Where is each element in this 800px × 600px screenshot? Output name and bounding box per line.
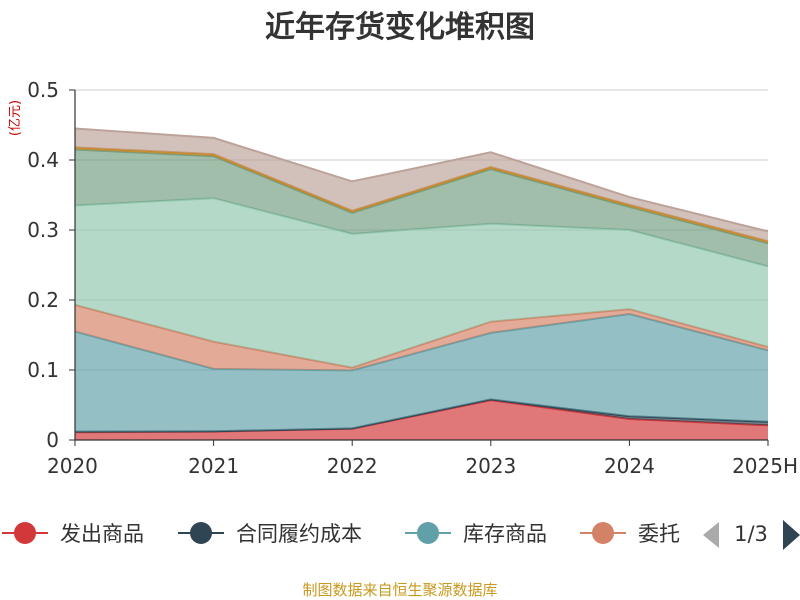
legend-swatch-marker bbox=[14, 522, 36, 544]
series-line-4 bbox=[74, 197, 769, 268]
legend-swatch-marker bbox=[592, 522, 614, 544]
source-note: 制图数据来自恒生聚源数据库 bbox=[302, 581, 497, 599]
legend-label: 委托 bbox=[638, 522, 680, 546]
series-area-5 bbox=[75, 149, 768, 267]
legend-items: 发出商品 合同履约成本 库存商品 委托 bbox=[2, 522, 680, 546]
y-tick-label: 0.4 bbox=[27, 148, 59, 172]
y-tick-label: 0.3 bbox=[27, 218, 59, 242]
y-tick-label: 0.5 bbox=[27, 78, 59, 102]
legend-item[interactable]: 合同履约成本 bbox=[178, 522, 362, 546]
legend-next-arrow-icon[interactable] bbox=[783, 520, 800, 550]
legend-label: 发出商品 bbox=[60, 522, 144, 546]
legend-swatch-marker bbox=[190, 522, 212, 544]
legend-swatch-marker bbox=[417, 522, 439, 544]
legend-label: 库存商品 bbox=[463, 522, 547, 546]
legend-item[interactable]: 委托 bbox=[580, 522, 680, 546]
series-line-7 bbox=[74, 127, 769, 233]
x-tick-label: 2024 bbox=[604, 454, 655, 478]
series-area-2 bbox=[75, 314, 768, 432]
series-area-7 bbox=[75, 128, 768, 242]
x-tick-label: 2021 bbox=[188, 454, 239, 478]
legend-prev-arrow-icon[interactable] bbox=[703, 522, 719, 548]
x-tick-label: 2025H bbox=[732, 454, 798, 478]
series-area-0 bbox=[75, 400, 768, 440]
chart-title: 近年存货变化堆积图 bbox=[265, 10, 535, 45]
y-tick-label: 0.2 bbox=[27, 288, 59, 312]
series-area-3 bbox=[75, 304, 768, 371]
x-tick-label: 2023 bbox=[465, 454, 516, 478]
series-area-4 bbox=[75, 198, 768, 368]
area-series bbox=[74, 127, 769, 440]
legend-item[interactable]: 发出商品 bbox=[2, 522, 144, 546]
x-tick-label: 2020 bbox=[47, 454, 98, 478]
legend[interactable]: 发出商品 合同履约成本 库存商品 委托 1/3 bbox=[2, 520, 800, 550]
legend-page-indicator: 1/3 bbox=[734, 522, 768, 546]
axes: 0 0.1 0.2 0.3 0.4 0.5 2020 2021 2022 2023 2024 2025… bbox=[27, 78, 798, 478]
legend-label: 合同履约成本 bbox=[236, 522, 362, 546]
legend-item[interactable]: 库存商品 bbox=[405, 522, 547, 546]
y-tick-label: 0.1 bbox=[27, 358, 59, 382]
y-tick-label: 0 bbox=[46, 428, 59, 452]
x-tick-label: 2022 bbox=[327, 454, 378, 478]
y-unit-label: (亿元) bbox=[8, 100, 23, 136]
